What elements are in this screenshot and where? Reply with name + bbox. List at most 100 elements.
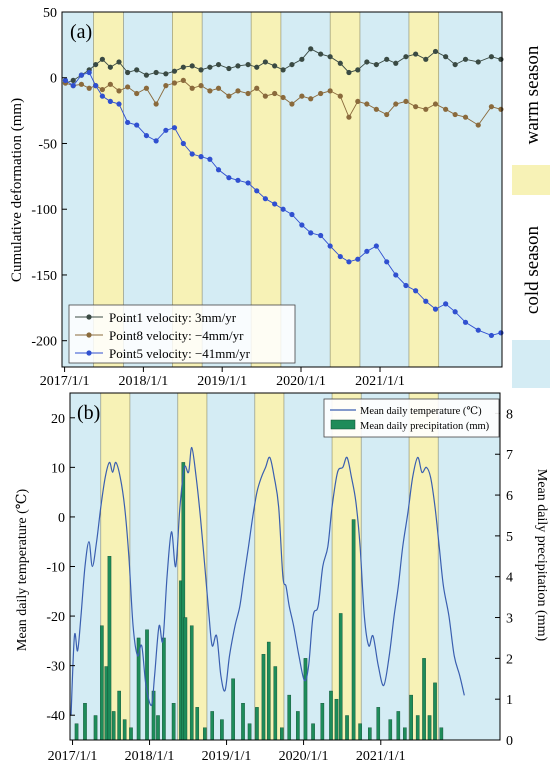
data-point bbox=[318, 90, 324, 97]
precipitation-bar bbox=[351, 519, 356, 741]
data-point bbox=[254, 64, 260, 70]
data-point bbox=[403, 98, 409, 105]
data-point bbox=[226, 175, 232, 181]
data-point bbox=[462, 319, 469, 325]
data-point bbox=[488, 332, 495, 339]
precipitation-bar bbox=[156, 715, 160, 741]
data-point bbox=[443, 106, 449, 112]
precipitation-bar bbox=[396, 711, 401, 741]
data-point bbox=[280, 206, 286, 212]
y-tick-label-right: 4 bbox=[506, 571, 513, 586]
legend-swatch bbox=[330, 419, 356, 430]
data-point bbox=[134, 122, 140, 128]
precipitation-bar bbox=[183, 617, 188, 741]
y-tick-label: -200 bbox=[31, 335, 57, 350]
y-tick-label: -100 bbox=[31, 203, 57, 218]
precipitation-bar bbox=[273, 666, 278, 741]
data-point bbox=[171, 125, 178, 131]
precipitation-bar bbox=[320, 703, 325, 741]
precipitation-bar bbox=[129, 727, 133, 741]
x-tick-label: 2021/1/1 bbox=[356, 749, 406, 764]
data-point bbox=[299, 93, 305, 99]
data-point bbox=[289, 101, 295, 107]
precipitation-bar bbox=[111, 711, 116, 741]
data-point bbox=[423, 56, 429, 62]
y-tick-label-left: 0 bbox=[58, 511, 65, 526]
data-point bbox=[280, 94, 286, 101]
data-point bbox=[78, 81, 85, 87]
data-point bbox=[337, 253, 343, 260]
y-tick-label-left: -20 bbox=[46, 610, 65, 625]
data-point bbox=[207, 156, 213, 162]
data-point bbox=[180, 77, 186, 83]
data-point bbox=[346, 259, 352, 265]
data-point bbox=[153, 101, 159, 107]
data-point bbox=[245, 61, 251, 68]
precipitation-bar bbox=[203, 727, 207, 741]
y-tick-label: 0 bbox=[50, 72, 57, 87]
legend-box-b bbox=[323, 398, 500, 438]
precipitation-bar bbox=[427, 715, 432, 741]
warm-season-label: warm season bbox=[522, 45, 543, 144]
precipitation-bar bbox=[189, 625, 194, 741]
data-point bbox=[403, 54, 409, 60]
data-point bbox=[346, 114, 352, 120]
y-tick-label-right: 7 bbox=[506, 448, 513, 463]
precipitation-bar bbox=[296, 711, 300, 741]
legend-a: Point1 velocity: 3mm/yr Point8 velocity: … bbox=[68, 304, 296, 364]
data-point bbox=[116, 59, 122, 65]
y-tick-label-left: 10 bbox=[51, 461, 65, 476]
precipitation-bar bbox=[220, 719, 224, 741]
warm-season-swatch bbox=[512, 165, 550, 195]
x-tick-label: 2019/1/1 bbox=[197, 374, 247, 389]
data-point bbox=[153, 138, 159, 144]
precipitation-bar bbox=[345, 715, 349, 741]
data-point bbox=[373, 106, 379, 112]
warm-season-band bbox=[332, 393, 362, 740]
data-point bbox=[163, 127, 169, 133]
data-point bbox=[452, 309, 458, 315]
legend-label: Mean daily precipitation (mm) bbox=[360, 421, 490, 432]
cold-season-label: cold season bbox=[522, 225, 543, 314]
warm-season-band bbox=[330, 12, 360, 367]
precipitation-bar bbox=[162, 637, 166, 741]
legend-marker bbox=[86, 332, 92, 338]
data-point bbox=[86, 69, 92, 76]
data-point bbox=[207, 88, 213, 94]
data-point bbox=[93, 83, 99, 89]
data-point bbox=[70, 83, 76, 89]
data-point bbox=[384, 56, 390, 62]
data-point bbox=[215, 167, 222, 173]
x-tick-label: 2018/1/1 bbox=[119, 374, 169, 389]
data-point bbox=[475, 59, 481, 65]
data-point bbox=[355, 256, 361, 262]
precipitation-bar bbox=[255, 707, 259, 741]
data-point bbox=[289, 61, 295, 68]
x-tick-label: 2020/1/1 bbox=[279, 749, 329, 764]
data-point bbox=[143, 72, 150, 78]
data-point bbox=[475, 122, 481, 128]
precipitation-bar bbox=[100, 625, 104, 741]
data-point bbox=[280, 67, 286, 73]
data-point bbox=[432, 306, 439, 312]
precipitation-bar bbox=[104, 666, 109, 741]
x-tick-label: 2017/1/1 bbox=[40, 374, 90, 389]
data-point bbox=[393, 101, 399, 107]
data-point bbox=[235, 63, 241, 69]
y-ticks-right-b: 0 1 2 3 4 5 6 7 8 bbox=[495, 407, 513, 749]
data-point bbox=[163, 83, 169, 89]
data-point bbox=[99, 93, 105, 99]
data-point bbox=[308, 230, 314, 236]
data-point bbox=[215, 85, 222, 91]
data-point bbox=[189, 151, 195, 157]
data-point bbox=[364, 101, 370, 107]
data-point bbox=[245, 180, 251, 186]
data-point bbox=[125, 69, 131, 76]
legend-box-a bbox=[68, 304, 296, 364]
cold-season-swatch bbox=[512, 340, 550, 388]
x-tick-label: 2018/1/1 bbox=[125, 749, 175, 764]
precipitation-bar bbox=[231, 678, 235, 741]
data-point bbox=[116, 101, 122, 107]
data-point bbox=[189, 63, 195, 69]
